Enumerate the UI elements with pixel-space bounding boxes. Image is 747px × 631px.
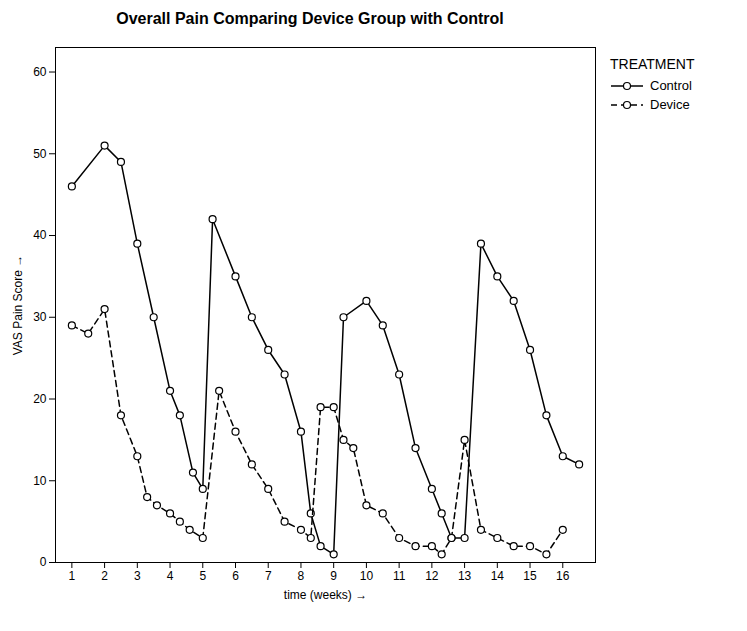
svg-text:time (weeks) →: time (weeks) → [284, 588, 367, 602]
svg-text:9: 9 [330, 569, 337, 583]
svg-text:2: 2 [101, 569, 108, 583]
svg-text:10: 10 [33, 474, 47, 488]
svg-text:30: 30 [33, 310, 47, 324]
svg-text:11: 11 [393, 569, 406, 583]
svg-text:8: 8 [298, 569, 305, 583]
svg-text:20: 20 [33, 392, 47, 406]
svg-text:4: 4 [167, 569, 174, 583]
svg-text:15: 15 [523, 569, 537, 583]
svg-text:6: 6 [232, 569, 239, 583]
svg-text:5: 5 [199, 569, 206, 583]
html-text:Overall Pain Comparing Device: Overall Pain Comparing Device Group with… [116, 10, 504, 27]
svg-text:10: 10 [360, 569, 374, 583]
svg-text:60: 60 [33, 65, 47, 79]
svg-text:0: 0 [40, 555, 47, 569]
svg-text:14: 14 [491, 569, 505, 583]
svg-text:50: 50 [33, 147, 47, 161]
svg-text:40: 40 [33, 228, 47, 242]
svg-text:1: 1 [69, 569, 76, 583]
svg-text:12: 12 [425, 569, 439, 583]
svg-text:7: 7 [265, 569, 272, 583]
svg-text:VAS Pain Score →: VAS Pain Score → [11, 255, 25, 356]
svg-text:13: 13 [458, 569, 472, 583]
svg-text:16: 16 [556, 569, 570, 583]
svg-text:3: 3 [134, 569, 141, 583]
html-text:Control: Control [650, 78, 692, 93]
html-text:Device: Device [650, 97, 690, 112]
html-text:TREATMENT: TREATMENT [610, 56, 695, 72]
